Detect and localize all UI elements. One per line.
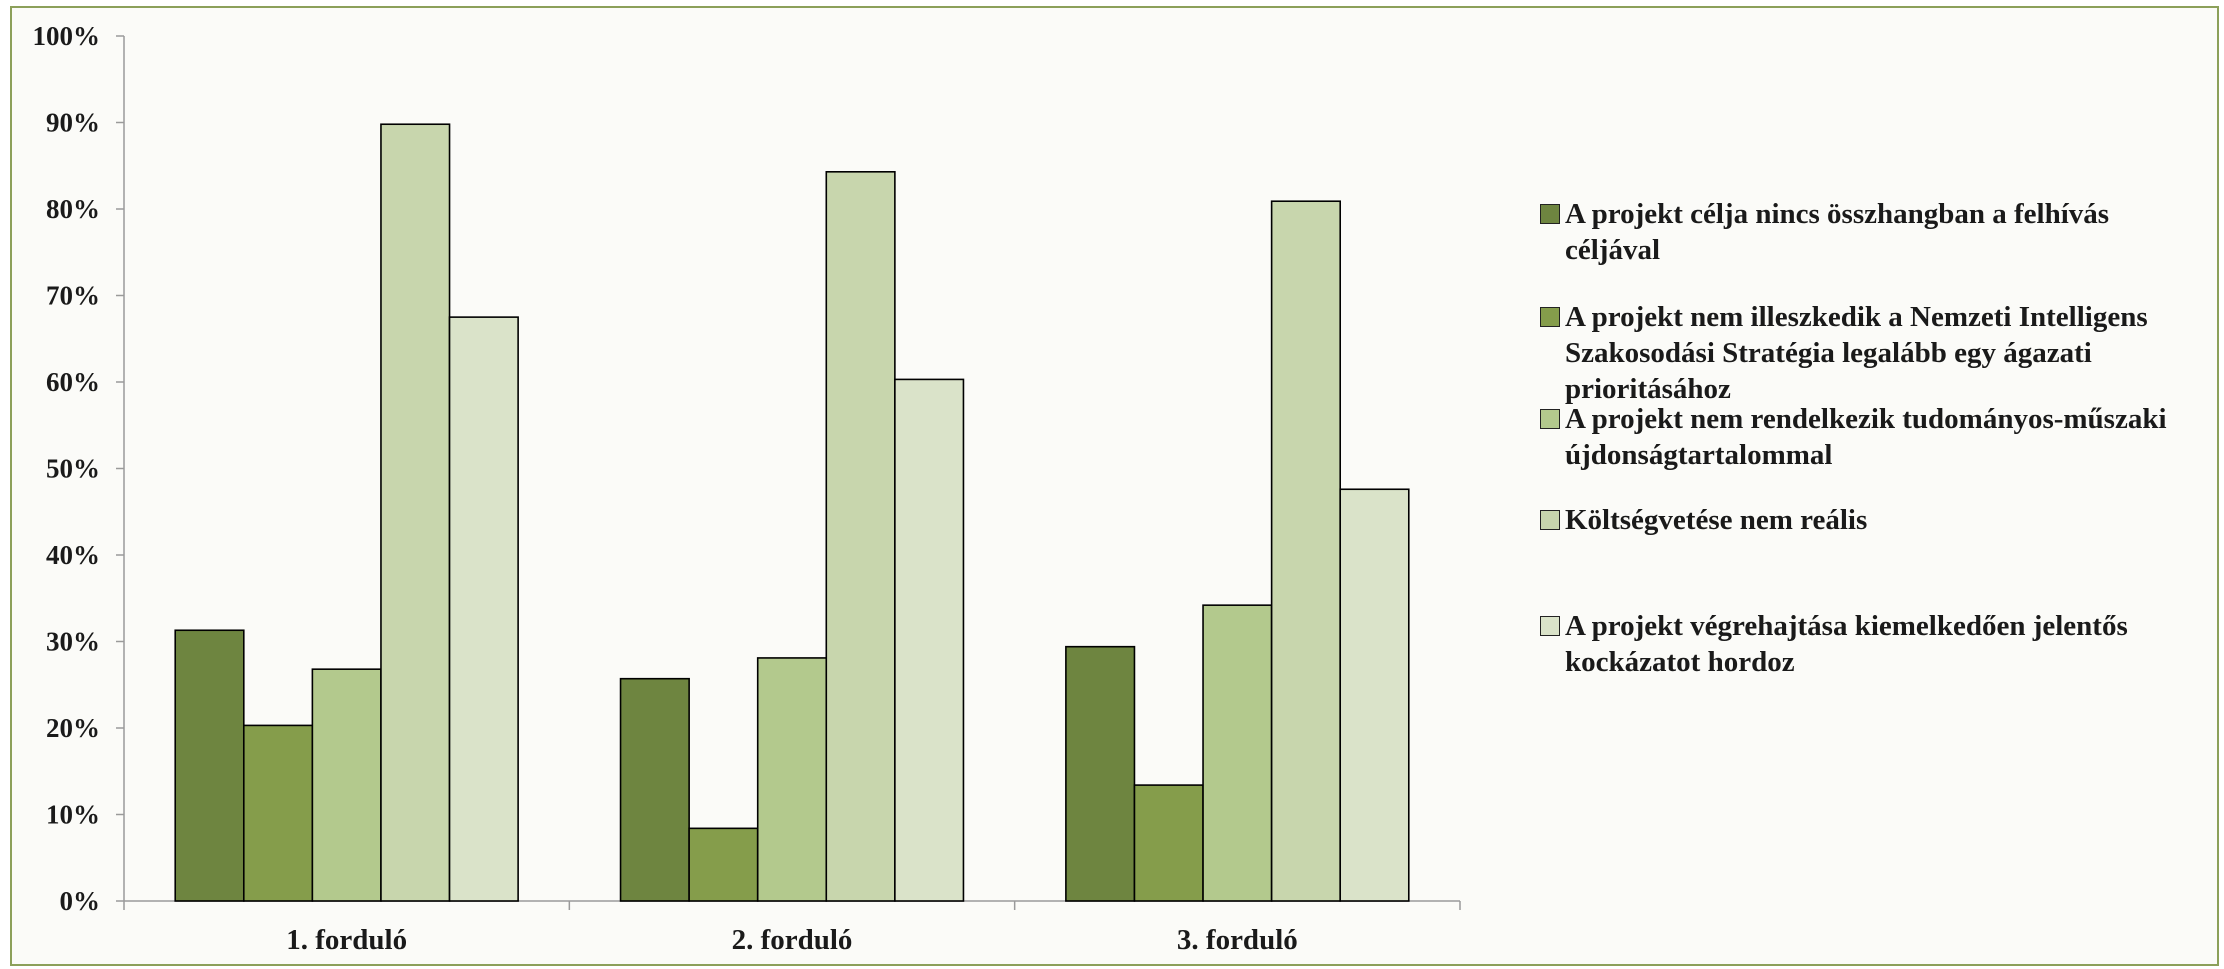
bar [1133,784,1204,902]
legend-swatch [1540,204,1560,224]
y-tick-label: 100% [33,21,101,51]
legend-swatch [1540,409,1560,429]
y-tick-label: 10% [46,800,100,830]
y-tick-label: 40% [46,540,100,570]
bar [1202,604,1273,902]
y-tick-label: 90% [46,108,100,138]
bar [825,171,896,902]
legend: A projekt célja nincs összhangban a felh… [1540,0,2220,969]
y-tick-label: 20% [46,713,100,743]
y-tick-label: 50% [46,454,100,484]
y-tick-label: 80% [46,194,100,224]
legend-label: A projekt nem rendelkezik tudományos-műs… [1565,403,2167,471]
y-tick-label: 0% [60,886,101,916]
legend-swatch [1540,510,1560,530]
bar [380,123,451,902]
bars [174,123,1410,902]
legend-swatch [1540,616,1560,636]
bar [1339,488,1410,902]
x-category-label: 1. forduló [286,924,407,956]
bar [1065,645,1136,902]
y-tick-label: 70% [46,281,100,311]
bar [448,316,519,902]
x-category-label: 2. forduló [732,924,853,956]
legend-label: A projekt célja nincs összhangban a felh… [1565,198,2110,266]
x-category-label: 3. forduló [1177,924,1298,956]
y-tick-label: 60% [46,367,100,397]
legend-swatch [1540,307,1560,327]
axis-labels: 0% 10% 20% 30% 40% 50% 60% 70% 80% 90% 100% 1. ford… [33,21,1298,956]
legend-item: A projekt végrehajtása kiemelkedően jele… [1540,608,2200,680]
legend-item: A projekt célja nincs összhangban a felh… [1540,196,2200,268]
bar-chart: 0% 10% 20% 30% 40% 50% 60% 70% 80% 90% 100% 1. ford… [33,21,1461,956]
legend-item: A projekt nem rendelkezik tudományos-műs… [1540,401,2200,473]
legend-item: A projekt nem illeszkedik a Nemzeti Inte… [1540,299,2200,407]
bar [1270,200,1342,902]
bar [688,827,759,902]
bar [311,668,382,902]
legend-item: Költségvetése nem reális [1540,502,2200,538]
bar [894,378,965,902]
bar [174,629,245,902]
bar [242,724,314,902]
legend-label: Költségvetése nem reális [1565,504,1868,536]
legend-label: A projekt végrehajtása kiemelkedően jele… [1565,610,2128,678]
bar [756,657,828,902]
bar [619,677,690,902]
legend-label: A projekt nem illeszkedik a Nemzeti Inte… [1565,301,2148,405]
y-tick-label: 30% [46,627,100,657]
